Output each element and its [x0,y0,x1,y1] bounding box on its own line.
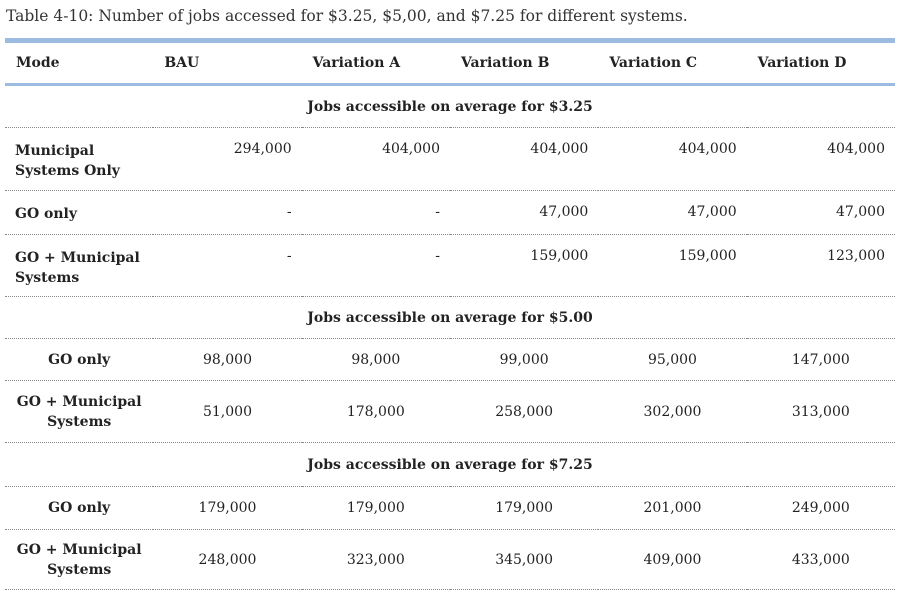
cell-value: 99,000 [449,338,599,381]
table-row: GO only - -47,000 47,000 47,000 [5,190,895,235]
cell-value: 433,000 [746,529,895,590]
table-caption: Table 4-10: Number of jobs accessed for … [6,7,688,25]
section-title: Jobs accessible on average for $3.25 [5,84,895,128]
cell-value: 294,000 [153,127,302,191]
table-row: GO + Municipal Systems 51,000 178,000 258,0… [5,380,895,443]
cell-value: 123,000 [746,234,895,297]
cell-value: 47,000 [746,190,895,235]
header-variation-c: Variation C [598,38,747,86]
row-mode-label: GO + Municipal Systems [5,380,154,443]
header-mode: Mode [5,38,154,86]
row-mode-label: GO only [5,190,154,235]
cell-value: 47,000 [598,190,747,235]
table-row: Municipal Systems Only 294,000 404,000 404,… [5,127,895,191]
cell-value: 159,000 [598,234,747,297]
cell-value: 409,000 [598,529,747,590]
section-title: Jobs accessible on average for $5.00 [5,296,895,339]
cell-value: 147,000 [746,338,895,381]
cell-value: 51,000 [153,380,302,443]
cell-value: 98,000 [301,338,450,381]
cell-value: 345,000 [449,529,599,590]
row-mode-label: GO + Municipal Systems [5,529,154,590]
table-row: GO only 179,000 179,000 179,000 201,000 249,0… [5,486,895,530]
header-variation-a: Variation A [301,38,450,86]
section-title: Jobs accessible on average for $7.25 [5,442,895,487]
cell-value: - [153,190,302,235]
section-header-row: Jobs accessible on average for $3.25 [5,84,895,128]
cell-value: 201,000 [598,486,747,530]
cell-value: 404,000 [598,127,747,191]
cell-value: 179,000 [449,486,599,530]
cell-value: 404,000 [301,127,450,191]
cell-value: - [153,234,302,297]
table-row: GO + Municipal Systems 248,000 323,000 345,… [5,529,895,590]
cell-value: - [301,190,450,235]
section-header-row: Jobs accessible on average for $7.25 [5,442,895,487]
header-row: Mode BAU Variation A Variation B Variati… [5,38,895,86]
table-row: GO + Municipal Systems - -159,000 159,000 12… [5,234,895,297]
cell-value: 47,000 [449,190,599,235]
cell-value: 258,000 [449,380,599,443]
cell-value: 95,000 [598,338,747,381]
header-variation-d: Variation D [746,38,895,86]
header-bau: BAU [153,38,302,86]
cell-value: 313,000 [746,380,895,443]
cell-value: 302,000 [598,380,747,443]
cell-value: 179,000 [301,486,450,530]
row-mode-label: GO + Municipal Systems [5,234,154,297]
cell-value: 248,000 [153,529,302,590]
cell-value: - [301,234,450,297]
cell-value: 178,000 [301,380,450,443]
cell-value: 159,000 [449,234,599,297]
row-mode-label: GO only [5,338,154,381]
row-mode-label: GO only [5,486,154,530]
cell-value: 404,000 [449,127,599,191]
jobs-table: Mode BAU Variation A Variation B Variati… [5,38,895,590]
cell-value: 323,000 [301,529,450,590]
header-variation-b: Variation B [449,38,599,86]
cell-value: 179,000 [153,486,302,530]
cell-value: 249,000 [746,486,895,530]
table-row: GO only 98,000 98,000 99,000 95,000 147,000 [5,338,895,381]
cell-value: 98,000 [153,338,302,381]
cell-value: 404,000 [746,127,895,191]
section-header-row: Jobs accessible on average for $5.00 [5,296,895,339]
row-mode-label: Municipal Systems Only [5,127,154,191]
